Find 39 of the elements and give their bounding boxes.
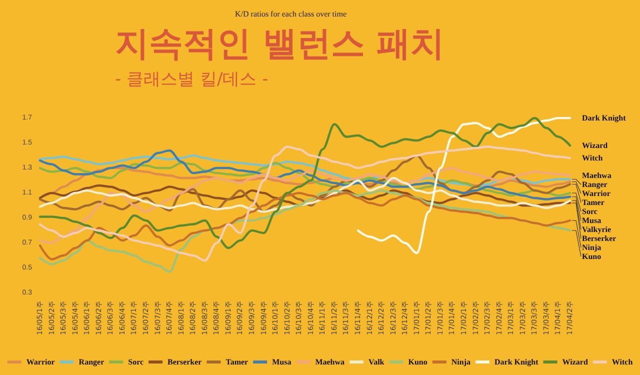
legend-label: Warrior <box>26 358 56 366</box>
chart-subtitle: - 클래스별 킬/데스 - <box>115 70 268 90</box>
annotation: Valkyrie <box>582 225 612 234</box>
legend-label: Dark Knight <box>494 358 539 366</box>
line-series <box>38 116 572 250</box>
line-series <box>38 162 572 197</box>
annotation: Wizard <box>582 141 608 150</box>
legend-label: Musa <box>272 358 292 366</box>
annotation: Maehwa <box>582 171 612 180</box>
annotation: Warrior <box>582 189 611 198</box>
legend-label: Witch <box>612 358 634 366</box>
annotation: Ninja <box>582 243 602 252</box>
line-series <box>38 149 572 200</box>
annotation: Musa <box>582 216 602 225</box>
annotation: Witch <box>582 154 604 162</box>
line-series <box>38 176 572 213</box>
line-series <box>38 154 572 213</box>
annotation: Tamer <box>582 198 605 207</box>
legend-label: Kuno <box>408 358 428 366</box>
line-series <box>38 192 572 260</box>
legend-label: Berserker <box>168 358 202 366</box>
line-series <box>38 184 572 207</box>
annotation: Dark Knight <box>582 114 626 122</box>
line-series <box>38 146 572 262</box>
text: K/D ratios for each class over time <box>235 10 347 18</box>
legend-label: Tamer <box>226 358 249 366</box>
line-series <box>356 116 572 254</box>
annotation: Berserker <box>582 234 617 243</box>
legend-label: Ranger <box>78 358 105 366</box>
legend-label: Ninja <box>451 358 470 366</box>
legend-label: Maehwa <box>315 358 345 366</box>
line-series <box>38 166 572 244</box>
legend-label: Sorc <box>128 358 144 366</box>
annotation: Kuno <box>582 252 602 261</box>
annotation: Sorc <box>582 207 598 216</box>
legend-label: Valk <box>368 358 385 366</box>
chart-title: 지속적인 밸런스 패치 <box>115 24 445 64</box>
legend-label: Wizard <box>562 358 588 366</box>
annotation: Ranger <box>582 180 608 189</box>
